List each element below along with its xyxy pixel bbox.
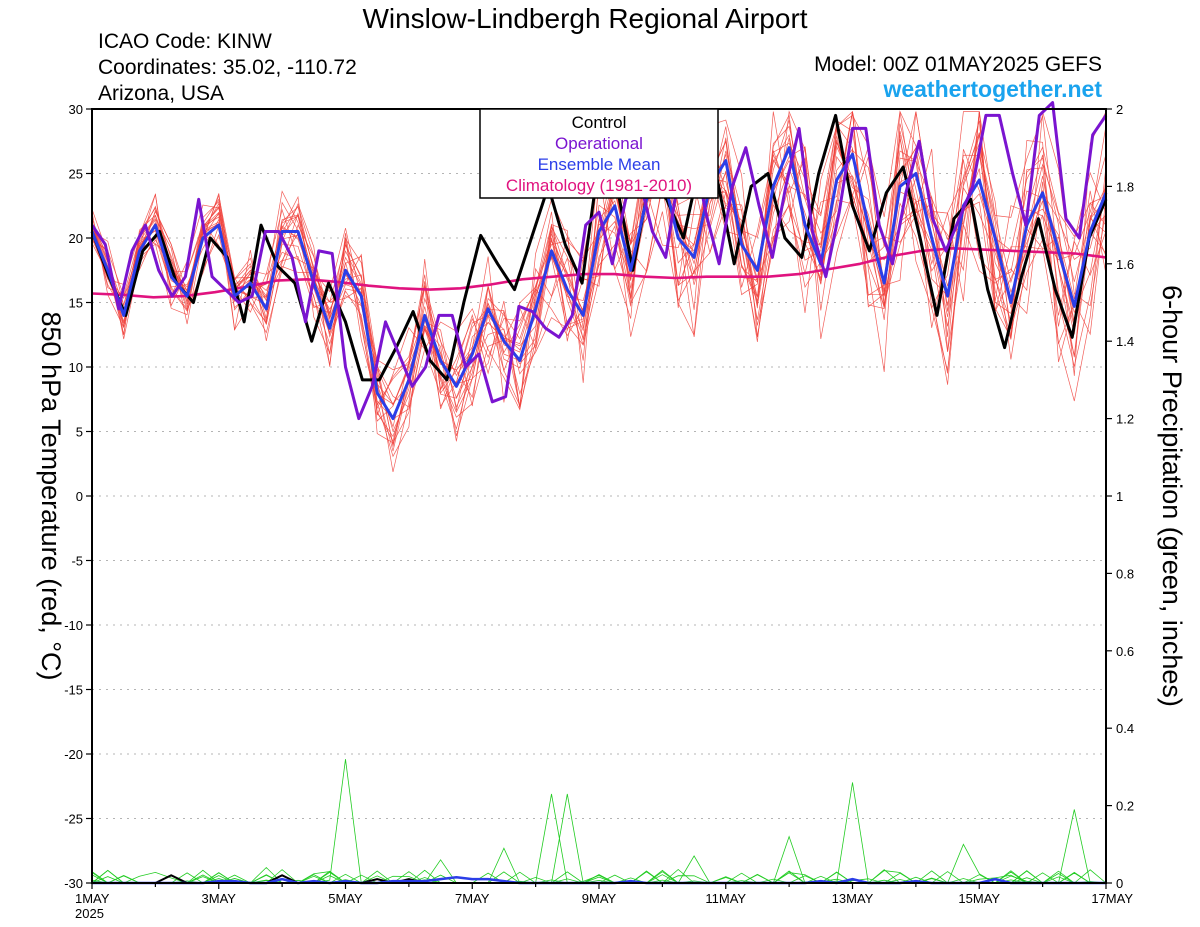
legend-control: Control	[572, 113, 627, 132]
ensemble-member-line	[91, 120, 1107, 447]
left-tick-label: 0	[76, 489, 83, 504]
precip-member-line	[92, 793, 1106, 884]
year-label: 2025	[75, 906, 104, 921]
x-tick-label: 7MAY	[455, 891, 490, 906]
left-tick-label: 10	[69, 360, 83, 375]
legend-box	[479, 108, 719, 199]
x-tick-label: 15MAY	[958, 891, 1000, 906]
chart-title: Winslow-Lindbergh Regional Airport	[362, 3, 807, 34]
location: Arizona, USA	[98, 82, 224, 105]
ensemble-member-line	[91, 111, 1107, 437]
ensemble-member-line	[91, 120, 1107, 452]
right-tick-label: 2	[1116, 102, 1123, 117]
left-tick-label: -25	[64, 812, 83, 827]
x-tick-label: 11MAY	[705, 891, 746, 906]
ensemble-mean-line	[90, 146, 1108, 421]
left-tick-label: 30	[69, 102, 83, 117]
ensemble-members-precipitation	[91, 759, 1107, 884]
precip-member-line	[92, 847, 1106, 884]
right-tick-label: 1	[1116, 489, 1123, 504]
legend: Control Operational Ensemble Mean Climat…	[479, 108, 719, 199]
legend-operational: Operational	[555, 134, 643, 153]
left-tick-label: -30	[64, 876, 83, 891]
left-tick-label: -15	[64, 683, 83, 698]
model-run: Model: 00Z 01MAY2025 GEFS	[814, 53, 1102, 76]
ensemble-member-line	[91, 111, 1107, 431]
right-tick-label: 0.4	[1116, 721, 1134, 736]
x-tick-label: 17MAY	[1091, 891, 1133, 906]
legend-climatology: Climatology (1981-2010)	[506, 176, 692, 195]
left-tick-label: -20	[64, 747, 83, 762]
site-link[interactable]: weathertogether.net	[882, 76, 1102, 102]
right-tick-label: 0.2	[1116, 799, 1134, 814]
right-tick-label: 1.2	[1116, 412, 1134, 427]
legend-ensemble-mean: Ensemble Mean	[538, 155, 661, 174]
right-axis-label: 6-hour Precipitation (green, inches)	[1157, 285, 1187, 707]
left-tick-label: 15	[69, 296, 83, 311]
right-tick-label: 1.8	[1116, 179, 1134, 194]
precip-member-line	[91, 855, 1106, 884]
left-tick-label: 5	[76, 425, 83, 440]
right-tick-label: 1.4	[1116, 334, 1134, 349]
right-tick-label: 0.6	[1116, 644, 1134, 659]
right-tick-label: 0.8	[1116, 566, 1134, 581]
left-tick-label: 20	[69, 231, 83, 246]
precip-member-line	[92, 793, 1107, 884]
left-tick-label: 25	[69, 167, 83, 182]
icao-code: ICAO Code: KINW	[98, 30, 272, 53]
ensemble-member-line	[91, 111, 1107, 406]
x-tick-label: 5MAY	[328, 891, 363, 906]
coordinates: Coordinates: 35.02, -110.72	[98, 56, 357, 79]
x-tick-label: 1MAY	[75, 891, 110, 906]
right-tick-label: 1.6	[1116, 257, 1134, 272]
left-tick-label: -5	[71, 554, 83, 569]
precip-member-line	[92, 809, 1106, 884]
x-tick-label: 13MAY	[832, 891, 874, 906]
precip-member-line	[91, 759, 1107, 884]
x-tick-label: 3MAY	[202, 891, 237, 906]
operational-line	[90, 101, 1108, 421]
x-tick-label: 9MAY	[582, 891, 617, 906]
axis-ticks: 302520151050-5-10-15-20-25-3021.81.61.41…	[64, 102, 1134, 906]
climatology-line	[91, 247, 1107, 299]
ensemble-member-line	[91, 135, 1107, 408]
left-axis-label: 850 hPa Temperature (red, °C)	[36, 312, 66, 681]
right-tick-label: 0	[1116, 876, 1123, 891]
left-tick-label: -10	[64, 618, 83, 633]
